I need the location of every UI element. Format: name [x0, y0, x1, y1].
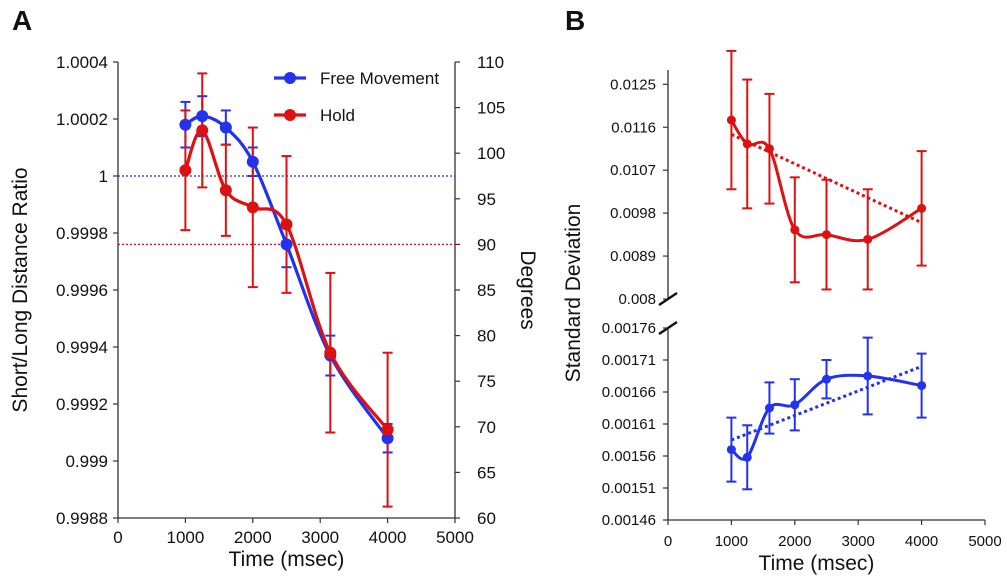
panel-label: A	[12, 5, 32, 36]
data-point-hold	[179, 164, 192, 177]
y2-axis-title: Degrees	[516, 250, 539, 329]
data-point-upper	[726, 115, 736, 125]
y-tick-label: 0.00156	[602, 448, 656, 465]
y-tick-label: 1.0004	[56, 53, 108, 72]
data-point-lower	[764, 403, 774, 413]
y2-tick-label: 100	[477, 144, 505, 163]
x-tick-label: 0	[664, 533, 672, 550]
y-tick-label: 0.9992	[56, 395, 108, 414]
y-tick-label: 0.00151	[602, 480, 656, 497]
x-tick-label: 3000	[842, 533, 875, 550]
y2-tick-label: 110	[477, 53, 504, 72]
data-point-upper	[822, 230, 831, 240]
data-point-hold	[324, 346, 337, 359]
data-point-free	[179, 118, 192, 131]
panel-label: B	[565, 5, 585, 36]
data-point-lower	[917, 381, 927, 391]
data-point-hold	[246, 201, 259, 214]
legend-label: Free Movement	[320, 69, 439, 88]
x-tick-label: 5000	[436, 528, 474, 547]
y-tick-label: 0.0125	[610, 76, 656, 93]
legend-marker	[284, 109, 296, 121]
x-tick-label: 1000	[166, 528, 204, 547]
x-tick-label: 2000	[234, 528, 272, 547]
y-tick-label: 0.00171	[602, 352, 656, 369]
legend-label: Hold	[320, 106, 355, 125]
legend-marker	[284, 72, 296, 84]
y-tick-label: 0.0098	[610, 205, 656, 222]
data-point-free	[246, 155, 259, 168]
y-tick-label: 0.0107	[610, 162, 656, 179]
y-tick-label: 0.999	[65, 452, 108, 471]
data-point-upper	[790, 225, 800, 235]
panel-b-chart: B 0.008 0.0089 0.0098 0.0107 0.0116 0.0125 0.00…	[562, 5, 1002, 575]
data-point-lower	[863, 371, 873, 381]
x-tick-label: 5000	[968, 533, 1001, 550]
data-point-free	[280, 238, 293, 251]
x-tick-label: 0	[113, 528, 122, 547]
y-tick-label: 0.0116	[611, 119, 656, 136]
x-tick-label: 1000	[715, 533, 748, 550]
data-point-lower	[822, 374, 831, 384]
data-point-free	[196, 110, 209, 123]
x-axis-title: Time (msec)	[229, 548, 345, 571]
y-tick-label: 0.9988	[56, 509, 108, 528]
data-point-upper	[917, 203, 927, 213]
y-tick-label: 0.00161	[602, 416, 656, 433]
data-point-upper	[764, 144, 774, 154]
y-tick-label: 0.9996	[56, 281, 108, 300]
x-tick-label: 4000	[905, 533, 938, 550]
y-tick-label: 0.9994	[56, 338, 108, 357]
data-point-hold	[381, 423, 394, 436]
y-tick-label: 0.00166	[602, 384, 656, 401]
y-tick-label: 1.0002	[56, 110, 108, 129]
data-point-free	[219, 121, 232, 134]
data-point-upper	[742, 139, 752, 149]
data-point-hold	[280, 218, 293, 231]
legend: Free Movement Hold	[274, 69, 439, 125]
data-point-hold	[219, 184, 232, 197]
data-point-free	[381, 432, 394, 445]
y2-tick-label: 105	[477, 99, 505, 118]
data-point-upper	[863, 234, 873, 244]
y-tick-label: 1	[99, 167, 108, 186]
y2-tick-label: 65	[477, 463, 496, 482]
y2-tick-label: 80	[477, 327, 496, 346]
y-tick-label: 0.9998	[56, 224, 108, 243]
x-tick-label: 2000	[778, 533, 811, 550]
x-tick-label: 4000	[369, 528, 407, 547]
y-tick-label: 0.00146	[602, 512, 656, 529]
y2-tick-label: 90	[477, 235, 496, 254]
data-point-hold	[196, 124, 209, 137]
y-tick-label: 0.00176	[602, 320, 656, 337]
trend-line-upper	[730, 133, 923, 225]
y2-tick-label: 95	[477, 190, 496, 209]
data-point-lower	[726, 445, 736, 455]
y2-tick-label: 60	[477, 509, 496, 528]
panel-a-chart: A 0.9988 0.999 0.9992 0.9994 0.9996 0.9998 1 1.0…	[9, 5, 539, 571]
y2-tick-label: 75	[477, 372, 496, 391]
data-point-lower	[742, 452, 752, 462]
x-tick-label: 3000	[301, 528, 339, 547]
y-tick-label: 0.0089	[610, 248, 656, 265]
x-axis-title: Time (msec)	[759, 552, 875, 575]
data-point-lower	[790, 400, 800, 410]
y-axis-title: Short/Long Distance Ratio	[9, 167, 32, 412]
y2-tick-label: 85	[477, 281, 496, 300]
y-tick-label: 0.008	[618, 291, 656, 308]
y-axis-title: Standard Deviation	[562, 204, 585, 383]
y2-tick-label: 70	[477, 418, 496, 437]
